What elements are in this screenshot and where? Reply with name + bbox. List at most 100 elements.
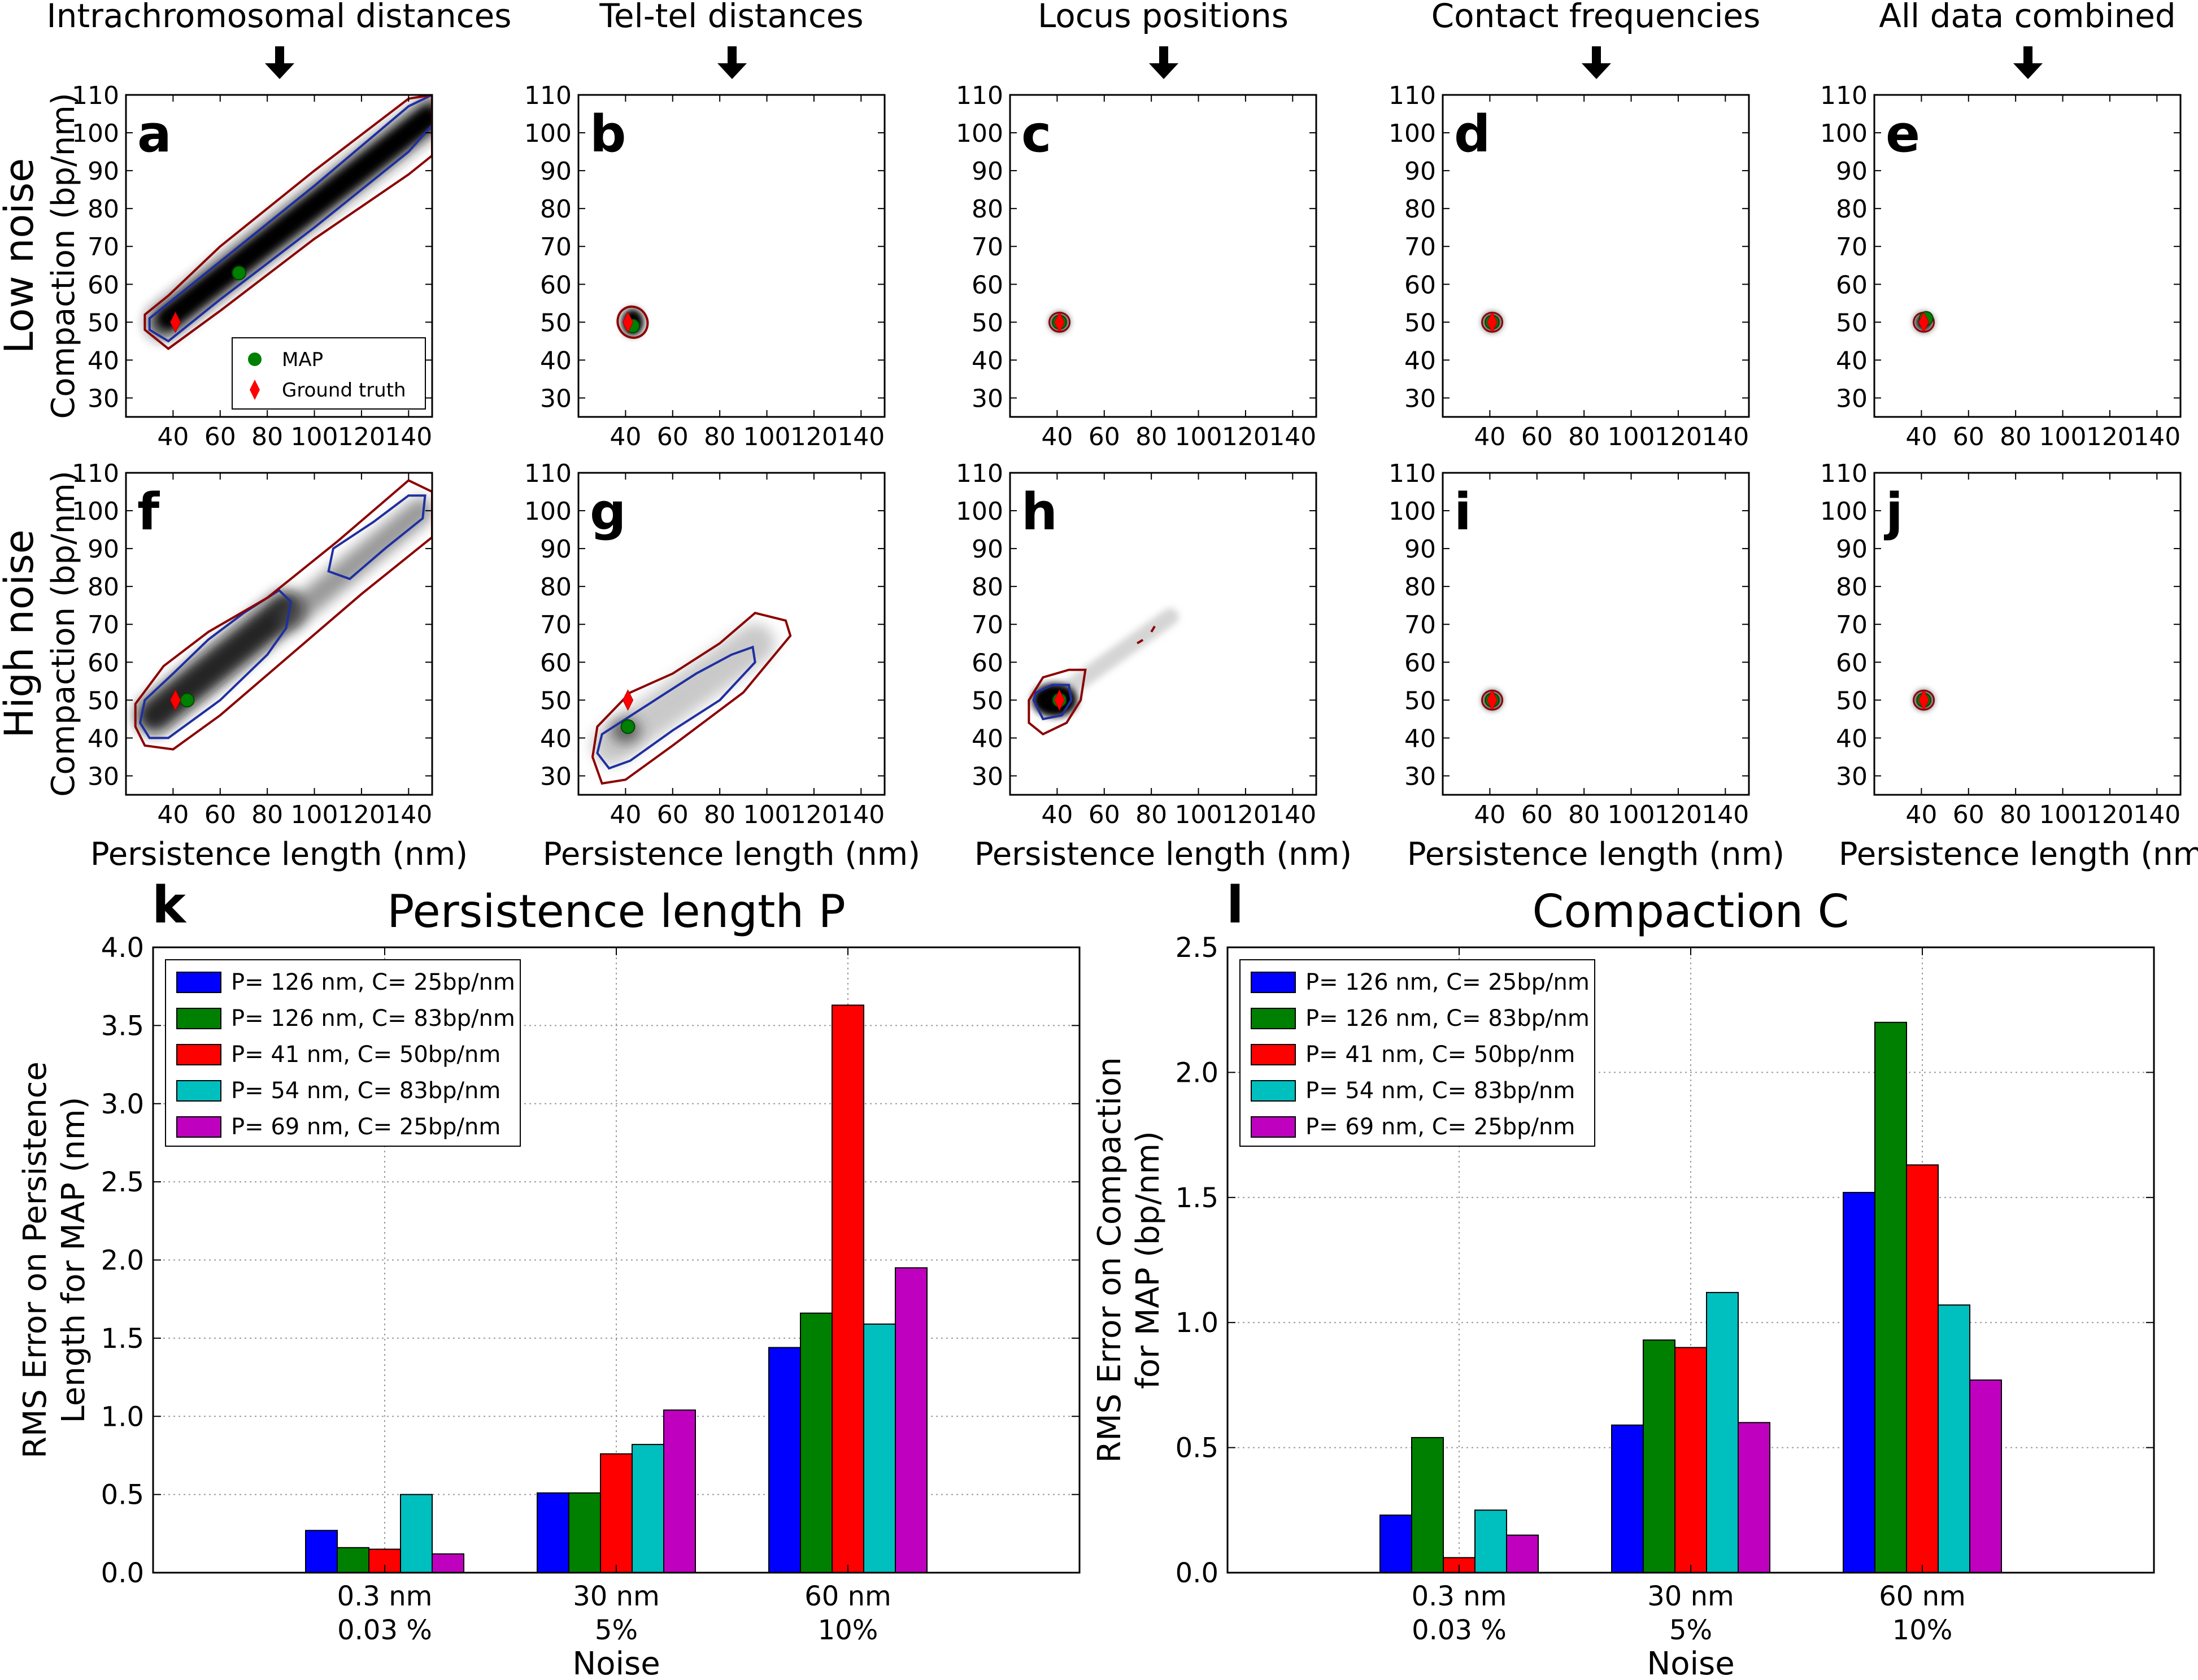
plot-area: [1913, 311, 1935, 333]
x-tick-label: 120: [338, 423, 385, 451]
y-tick-label: 60: [1836, 271, 1868, 299]
y-tick-label: 80: [1404, 195, 1436, 224]
bar: [1969, 1379, 2002, 1573]
x-tick-label: 80: [1568, 423, 1600, 451]
bar: [600, 1453, 633, 1573]
x-tick-label: 140: [837, 800, 885, 829]
y-tick-label: 100: [956, 119, 1003, 148]
legend-swatch: [176, 1008, 221, 1029]
ground-truth-marker: [622, 311, 634, 333]
ground-truth-legend-icon: [250, 380, 260, 400]
legend-label: P= 41 nm, C= 50bp/nm: [1305, 1042, 1575, 1068]
y-tick-label: 70: [540, 233, 572, 262]
bar: [305, 1530, 338, 1574]
y-tick-label: 30: [1404, 384, 1436, 413]
ground-truth-marker: [1486, 689, 1498, 711]
x-tick-label: 120: [2086, 423, 2134, 451]
bar: [800, 1312, 833, 1573]
contour-inner: [138, 589, 292, 739]
x-tick-label: 60: [1953, 800, 1984, 829]
x-tick-label: 120: [1655, 423, 1702, 451]
x-tick-label: 120: [1222, 800, 1269, 829]
map-marker: [180, 693, 195, 708]
contour-inner: [596, 645, 756, 770]
y-tick-label: 60: [540, 271, 572, 299]
y-tick-label: 70: [972, 233, 1003, 262]
y-tick-label: 1.0: [1176, 1307, 1218, 1339]
ground-truth-marker: [1918, 689, 1930, 711]
y-tick-label: 40: [1404, 346, 1436, 375]
bar: [1474, 1509, 1507, 1574]
x-tick-label: 40: [1474, 800, 1505, 829]
y-tick-label: 0.5: [1176, 1433, 1218, 1464]
x-axis-label: Persistence length (nm): [1407, 836, 1784, 873]
legend-label: P= 126 nm, C= 83bp/nm: [1305, 1006, 1590, 1031]
y-tick-label: 40: [1836, 346, 1868, 375]
panel-letter: j: [1884, 482, 1903, 542]
y-tick-label: 70: [1836, 611, 1868, 639]
plot-area: [1481, 311, 1504, 333]
scatter-panel-g: 40 60 80 100 120 14030405060708090100110Persi…: [524, 459, 920, 873]
contour-inner: [327, 494, 426, 581]
y-tick-label: 110: [1389, 81, 1436, 110]
plot-frame: [1442, 94, 1750, 418]
plot-area: [616, 305, 649, 339]
y-tick-label: 70: [88, 611, 119, 639]
y-tick-label: 110: [1389, 459, 1436, 488]
panel-letter: k: [152, 876, 187, 935]
y-tick-label: 50: [540, 308, 572, 337]
x-tick-label: 60: [1953, 423, 1984, 451]
x-tick-label: 60: [657, 800, 689, 829]
y-tick-label: 90: [972, 157, 1003, 186]
x-tick-label: 140: [2133, 423, 2180, 451]
y-tick-label: 4.0: [101, 932, 144, 964]
x-tick-label: 60 nm: [804, 1581, 891, 1612]
x-axis-label: Persistence length (nm): [90, 836, 468, 873]
x-tick-label: 5%: [595, 1614, 638, 1646]
y-tick-label: 30: [972, 762, 1003, 791]
x-tick-label: 140: [1701, 423, 1749, 451]
y-tick-label: 50: [972, 308, 1003, 337]
x-tick-label: 40: [157, 423, 189, 451]
x-tick-label: 60: [1521, 423, 1553, 451]
x-tick-label: 60: [657, 423, 689, 451]
y-tick-label: 100: [956, 497, 1003, 526]
x-tick-label: 120: [2086, 800, 2134, 829]
y-tick-label: 90: [88, 157, 119, 186]
x-axis-label: Noise: [572, 1646, 660, 1680]
down-arrow-icon: [2013, 46, 2043, 79]
ground-truth-marker: [169, 311, 181, 333]
y-tick-label: 110: [72, 81, 119, 110]
chart-title: Compaction C: [1532, 885, 1849, 938]
y-tick-label: 30: [88, 762, 119, 791]
y-tick-label: 60: [1404, 649, 1436, 677]
y-tick-label: 60: [88, 271, 119, 299]
y-axis-label: Compaction (bp/nm): [45, 93, 82, 419]
y-tick-label: 90: [540, 535, 572, 564]
plot-area: [134, 479, 432, 751]
x-tick-label: 60: [204, 800, 236, 829]
x-axis-label: Persistence length (nm): [974, 836, 1352, 873]
y-tick-label: 40: [88, 346, 119, 375]
plot-frame: [1873, 94, 2182, 418]
plot-area: [1913, 689, 1935, 711]
legend-swatch: [1251, 1044, 1296, 1065]
legend-swatch: [1251, 1080, 1296, 1102]
y-tick-label: 100: [72, 497, 119, 526]
bar: [663, 1409, 696, 1573]
y-tick-label: 60: [972, 271, 1003, 299]
y-tick-label: 2.5: [1176, 932, 1218, 964]
x-tick-label: 140: [385, 423, 432, 451]
down-arrow-icon: [265, 46, 294, 79]
x-tick-label: 100: [1175, 800, 1222, 829]
bar: [537, 1492, 569, 1573]
x-tick-label: 120: [1655, 800, 1702, 829]
column-title: Tel-tel distances: [599, 0, 863, 35]
bar: [1506, 1534, 1539, 1574]
column-title: Intrachromosomal distances: [47, 0, 512, 35]
legend-label: P= 126 nm, C= 83bp/nm: [231, 1006, 515, 1031]
y-axis-label: RMS Error on Compaction: [1091, 1057, 1128, 1463]
ground-truth-marker: [169, 689, 181, 711]
